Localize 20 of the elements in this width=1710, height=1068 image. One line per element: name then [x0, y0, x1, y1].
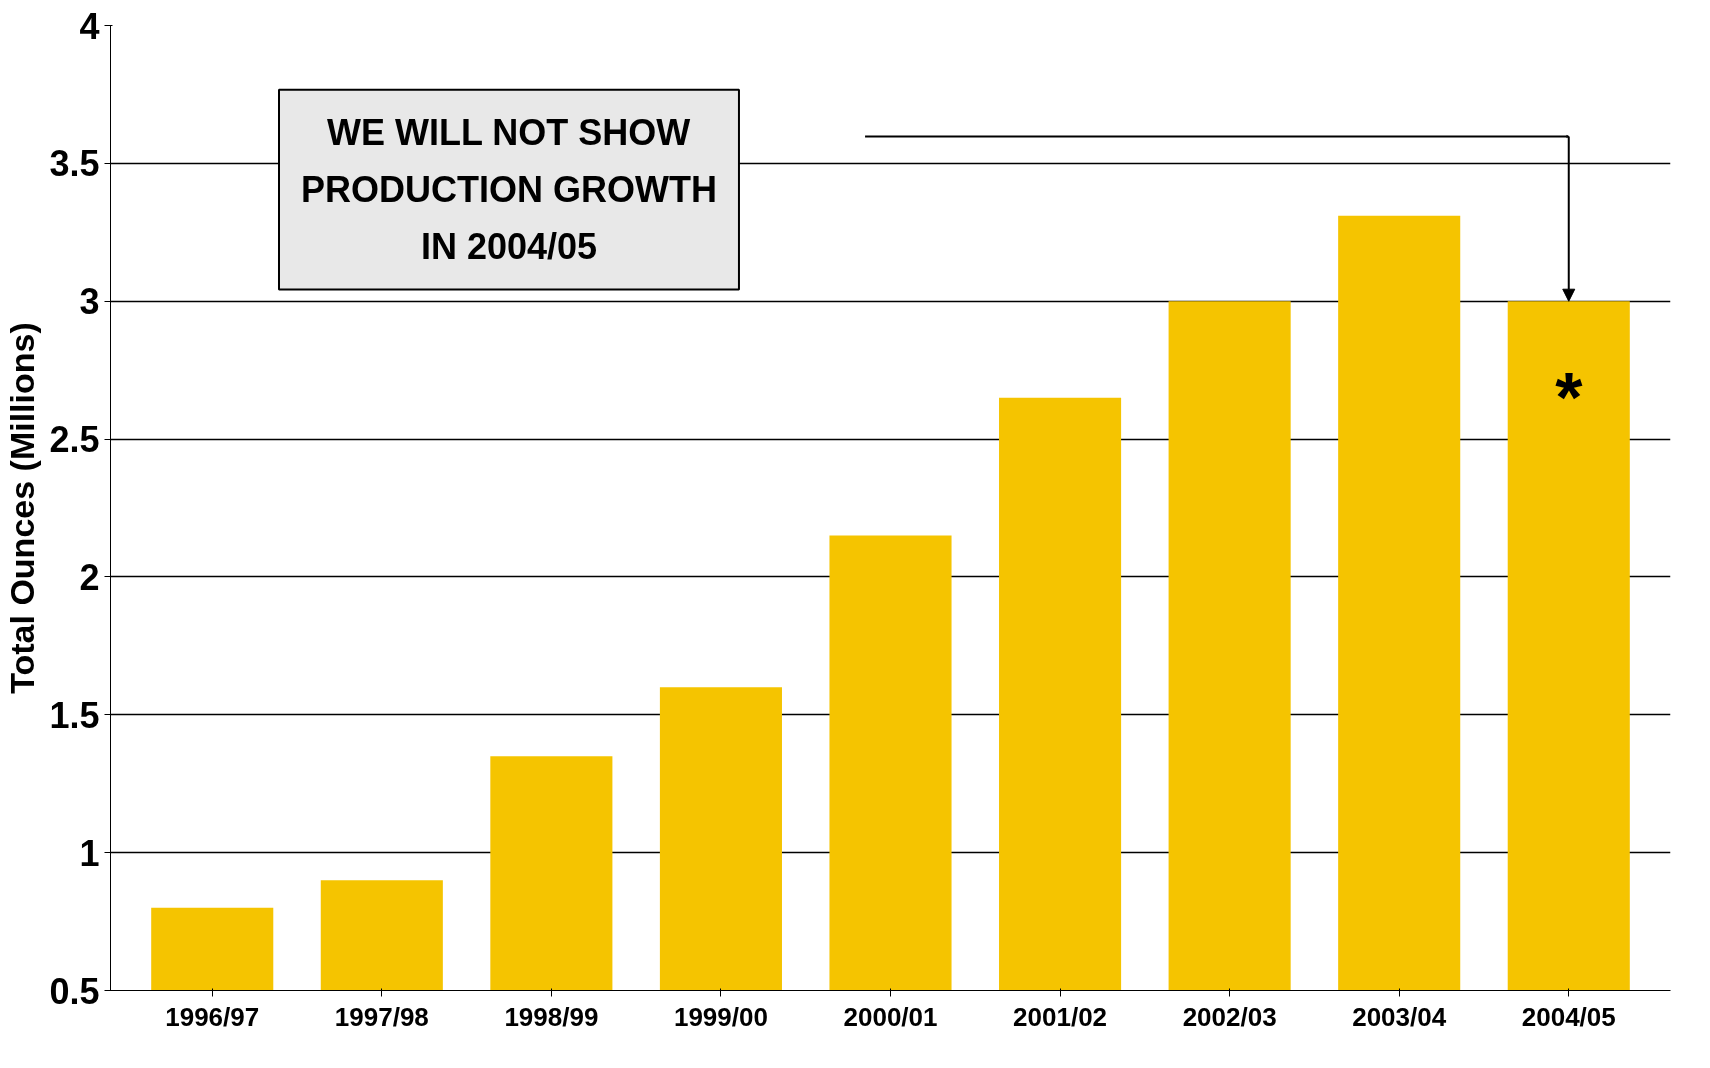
y-tick-label: 1.5 — [49, 694, 100, 736]
y-tick-label: 1 — [79, 832, 100, 874]
x-tick-label: 2001/02 — [1013, 1001, 1108, 1032]
y-tick-label: 0.5 — [49, 970, 100, 1012]
x-tick-label: 2003/04 — [1352, 1001, 1447, 1032]
x-tick-label: 2000/01 — [843, 1001, 938, 1032]
x-tick-label: 1999/00 — [673, 1001, 768, 1032]
annotation: * — [1555, 358, 1584, 437]
x-tick-label: 1998/99 — [504, 1001, 599, 1032]
y-tick-label: 4 — [79, 5, 100, 47]
x-tick-label: 1996/97 — [165, 1001, 260, 1032]
y-tick-label: 3.5 — [49, 143, 100, 185]
y-tick-label: 2 — [79, 556, 100, 598]
y-tick-label: 2.5 — [49, 419, 100, 461]
y-axis-title: Total Ounces (Millions) — [3, 322, 42, 694]
x-tick-label: 2002/03 — [1182, 1001, 1277, 1032]
x-tick-label: 1997/98 — [334, 1001, 429, 1032]
y-tick-label: 3 — [79, 281, 100, 323]
x-tick-label: 2004/05 — [1521, 1001, 1616, 1032]
annotation: WE WILL NOT SHOW PRODUCTION GROWTH IN 2004/05 — [300, 111, 717, 268]
